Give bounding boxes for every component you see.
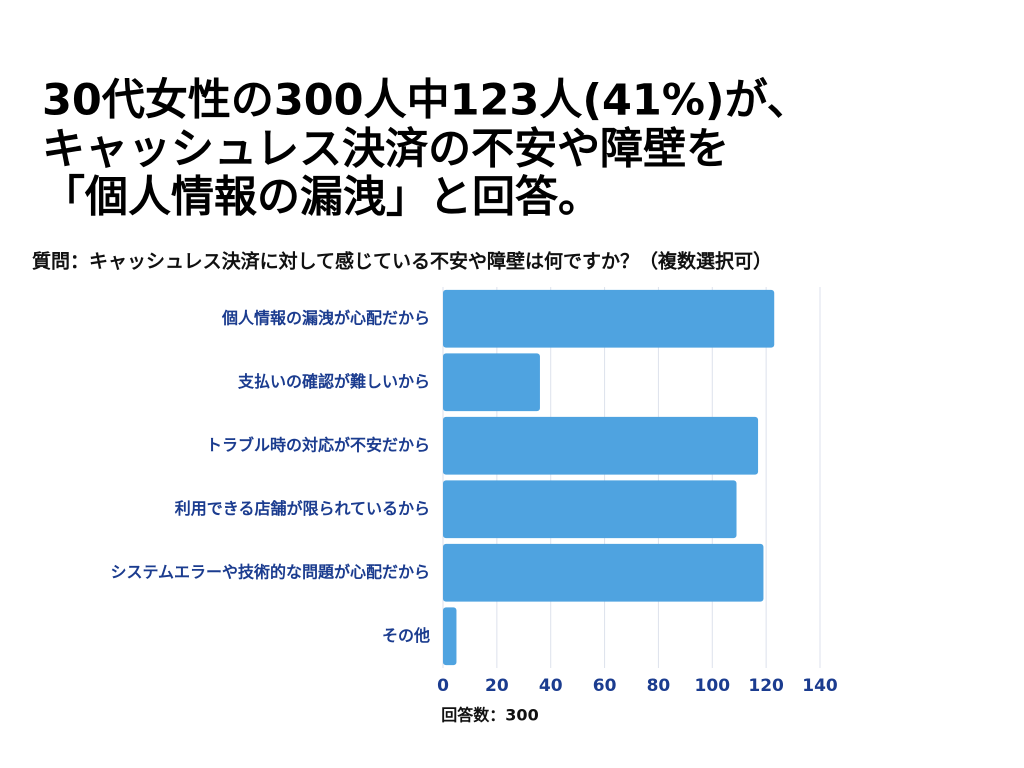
y-tick-label: システムエラーや技術的な問題が心配だから — [110, 562, 430, 581]
x-tick-label: 100 — [695, 676, 731, 696]
x-tick-label: 60 — [593, 676, 617, 696]
y-tick-label: 個人情報の漏洩が心配だから — [221, 308, 430, 327]
bar — [443, 607, 457, 666]
x-tick-label: 40 — [539, 676, 563, 696]
bar — [443, 289, 775, 348]
x-tick-label: 0 — [437, 676, 449, 696]
x-axis-label: 回答数：300 — [441, 706, 538, 725]
bar — [443, 543, 764, 602]
x-tick-label: 140 — [802, 676, 838, 696]
chart-title: 「個人情報の漏洩」と回答。 — [42, 173, 601, 223]
bar — [443, 480, 737, 539]
y-tick-label: その他 — [382, 626, 430, 645]
y-tick-label: 利用できる店舗が限られているから — [175, 499, 430, 518]
x-tick-label: 20 — [485, 676, 509, 696]
chart-title: キャッシュレス決済の不安や障壁を — [42, 125, 729, 175]
y-tick-label: 支払いの確認が難しいから — [237, 372, 430, 391]
y-tick-label: トラブル時の対応が不安だから — [206, 435, 430, 454]
bar — [443, 353, 540, 412]
chart-title: 30代女性の300人中123人(41%)が、 — [42, 76, 810, 126]
chart-subtitle: 質問：キャッシュレス決済に対して感じている不安や障壁は何ですか？（複数選択可） — [32, 250, 772, 273]
bar — [443, 416, 759, 475]
x-tick-label: 120 — [748, 676, 784, 696]
x-tick-label: 80 — [647, 676, 671, 696]
